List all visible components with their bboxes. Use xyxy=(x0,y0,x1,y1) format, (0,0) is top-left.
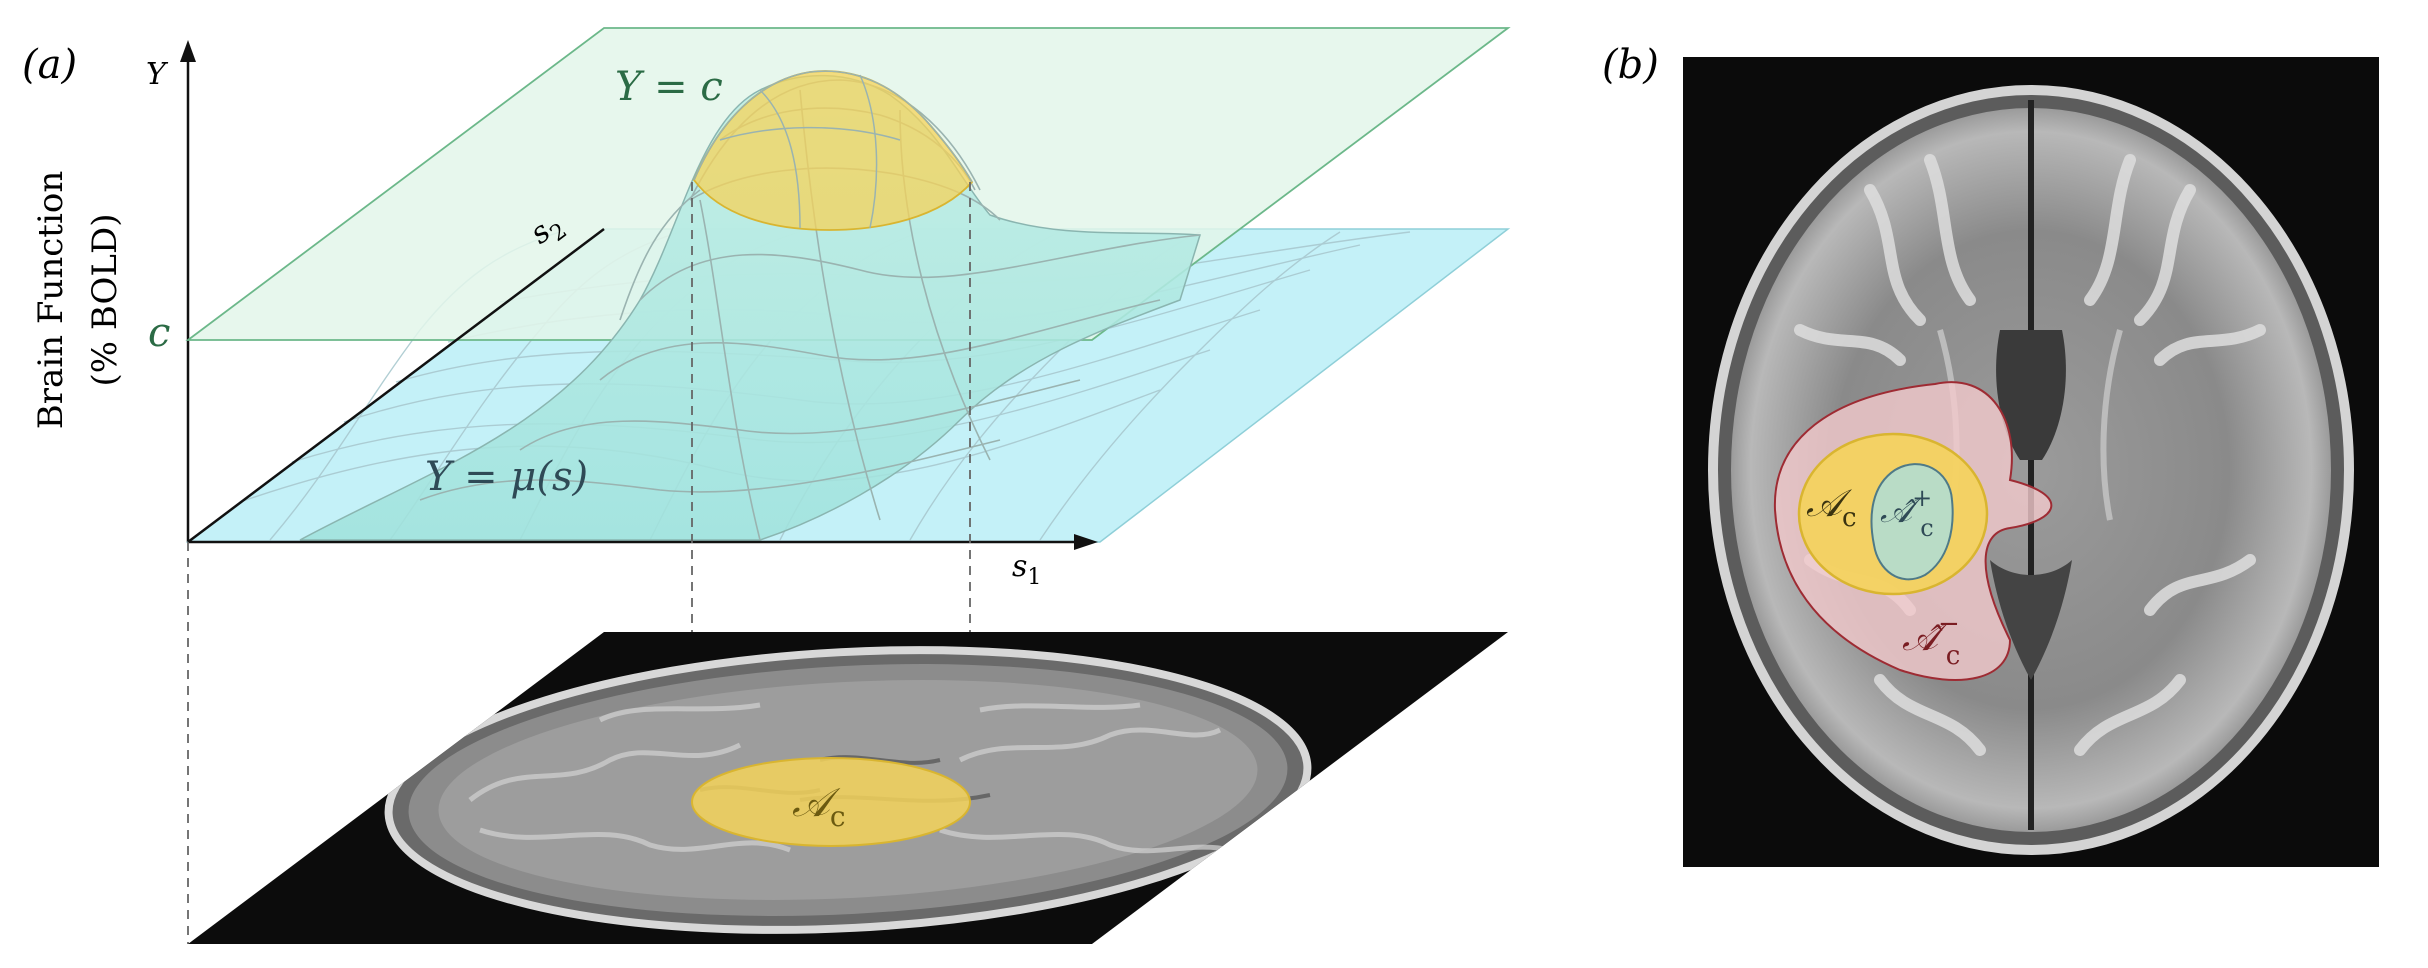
panel-a-label: (a) xyxy=(22,42,77,88)
cap-contours xyxy=(693,70,973,229)
y-axis-title-line2: (% BOLD) xyxy=(85,214,125,387)
s2-axis-line xyxy=(187,228,605,543)
panel-a: (a) Y Brain Function (% BOLD) c xyxy=(22,27,1511,944)
excursion-set-ellipse xyxy=(691,757,971,847)
y-axis-letter: Y xyxy=(146,57,169,92)
inner-set-label: 𝒜̂+ c xyxy=(1880,484,1934,542)
threshold-tick-label: c xyxy=(148,310,170,356)
inner-set-region xyxy=(1870,463,1954,581)
y-axis-title-line1: Brain Function xyxy=(31,171,71,429)
plane-label: Y = c xyxy=(615,64,723,110)
panel-b: (b) xyxy=(1602,42,2379,867)
surface-label: Y = μ(s) xyxy=(425,454,588,500)
outer-set-label: 𝒜̂− c xyxy=(1902,609,1960,671)
s1-axis-arrowhead xyxy=(1074,534,1098,550)
s1-axis-label: s1 xyxy=(1012,549,1041,590)
panel-b-label: (b) xyxy=(1602,42,1659,88)
y-axis-arrowhead xyxy=(180,40,196,62)
